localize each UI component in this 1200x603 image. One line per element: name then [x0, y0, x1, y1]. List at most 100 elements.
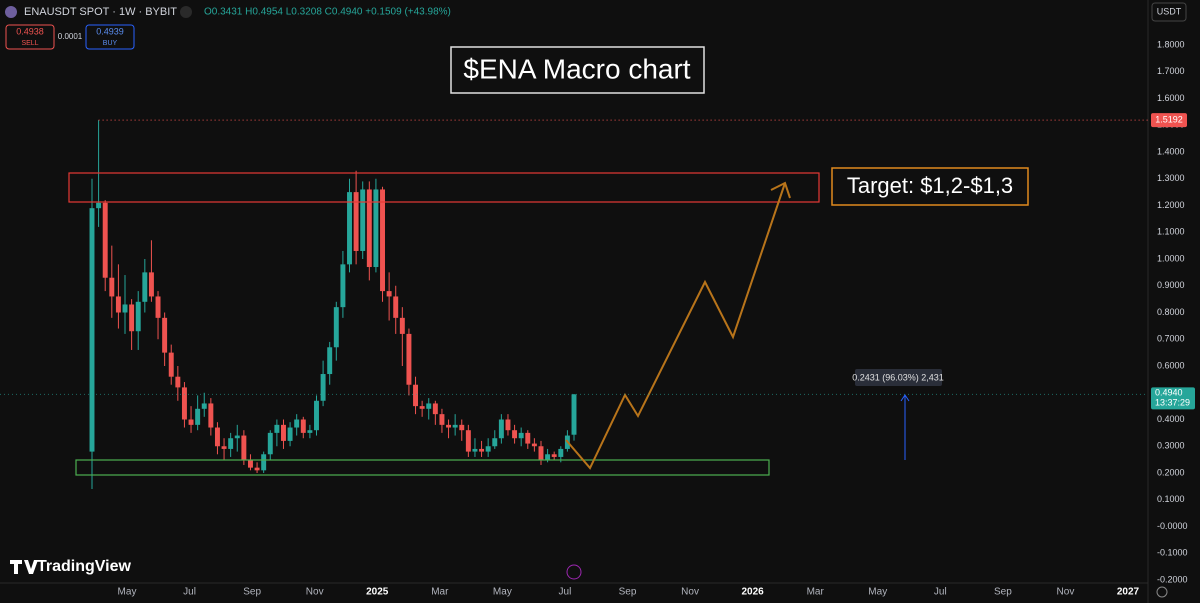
y-tick-label: 1.6000	[1157, 93, 1185, 103]
chart-title: $ENA Macro chart	[463, 53, 690, 84]
candle-body	[419, 406, 425, 409]
support-zone	[75, 459, 770, 476]
currency[interactable]: USDT	[1157, 6, 1182, 16]
x-tick-label: Sep	[994, 587, 1012, 598]
candle-body	[393, 296, 399, 318]
target-zone	[68, 172, 820, 203]
buy-label[interactable]: BUY	[103, 40, 118, 47]
measure-label: 0.2431 (96.03%) 2,431	[852, 372, 944, 382]
currency-button[interactable]	[1151, 2, 1187, 22]
x-tick-label: Jul	[183, 587, 196, 598]
last-price-badge	[1151, 387, 1195, 410]
y-tick-label: 0.2000	[1157, 467, 1185, 477]
candle-body	[518, 432, 524, 439]
candle-body	[373, 189, 379, 268]
title-box	[450, 46, 705, 94]
candle-body	[360, 189, 366, 251]
candle-body	[347, 192, 352, 265]
candle-body	[525, 432, 531, 444]
candle-body	[333, 307, 339, 348]
y-tick-label: -0.0000	[1157, 521, 1188, 531]
y-tick-label: 1.8000	[1157, 39, 1185, 49]
y-tick-label: 0.1000	[1157, 494, 1185, 504]
candle-body	[221, 446, 227, 449]
sell-button[interactable]	[5, 24, 55, 50]
y-tick-label: 1.7000	[1157, 66, 1185, 76]
x-tick-label: Sep	[243, 587, 261, 598]
candle-body	[168, 352, 174, 377]
candle-body	[155, 296, 161, 318]
x-tick-label: May	[118, 587, 137, 598]
candle-body	[281, 424, 286, 441]
candle-body	[531, 443, 537, 447]
candle-body	[459, 424, 465, 431]
high-badge	[1151, 113, 1187, 128]
candle-body	[439, 414, 445, 425]
candle-body	[512, 430, 518, 439]
candle-body	[188, 419, 194, 425]
events-icon[interactable]	[566, 564, 582, 580]
settings-icon[interactable]	[1156, 586, 1168, 598]
x-tick-label: Nov	[306, 587, 324, 598]
candle-body	[135, 301, 141, 332]
projection-arrowhead	[770, 181, 791, 199]
y-tick-label: 1.2000	[1157, 200, 1185, 210]
candle-body	[214, 427, 220, 447]
candle-body	[307, 430, 313, 433]
ohlc: O0.3431 H0.4954 L0.3208 C0.4940 +0.1509 …	[204, 7, 451, 18]
sell-price[interactable]: 0.4938	[16, 26, 44, 36]
candle-body	[247, 459, 253, 468]
sell-label[interactable]: SELL	[21, 40, 38, 47]
candle-body	[558, 448, 564, 457]
candle-body	[181, 387, 187, 420]
candle-body	[267, 432, 273, 455]
y-tick-label: -0.2000	[1157, 574, 1188, 584]
candle-body	[228, 438, 234, 449]
candle-body	[102, 202, 108, 278]
candle-body	[479, 448, 485, 452]
candle-body	[254, 467, 260, 471]
candle-body	[142, 272, 148, 302]
symbol-icon	[5, 6, 17, 18]
status-icon	[180, 6, 192, 18]
candle-body	[314, 400, 319, 431]
target-box	[831, 167, 1029, 206]
candle-body	[406, 333, 412, 385]
candle-body	[274, 424, 280, 433]
x-tick-label: 2026	[742, 587, 765, 598]
candle-body	[261, 454, 267, 471]
candle-body	[234, 435, 240, 439]
measure-box	[855, 369, 942, 386]
x-tick-label: Jul	[559, 587, 572, 598]
y-tick-label: 1.3000	[1157, 173, 1185, 183]
candle-body	[115, 296, 121, 313]
buy-button[interactable]	[85, 24, 135, 50]
x-tick-label: Mar	[807, 587, 825, 598]
candle-body	[446, 424, 452, 428]
y-tick-label: 0.8000	[1157, 307, 1185, 317]
buy-price[interactable]: 0.4939	[96, 26, 124, 36]
candle-body	[353, 192, 359, 251]
target-label: Target: $1,2-$1,3	[847, 173, 1013, 198]
candle-body	[498, 419, 504, 439]
candle-body	[366, 189, 372, 268]
y-tick-label: 0.6000	[1157, 360, 1185, 370]
candle-body	[432, 403, 438, 415]
measure-arrowhead	[900, 394, 910, 402]
candle-body	[465, 430, 471, 452]
candle-body	[538, 446, 544, 460]
symbol: ENAUSDT SPOT · 1W · BYBIT	[24, 6, 177, 18]
candle-body	[320, 374, 326, 401]
candle-body	[162, 317, 168, 353]
x-tick-label: Jul	[934, 587, 947, 598]
candle-body	[109, 277, 115, 297]
y-tick-label: 0.9000	[1157, 280, 1185, 290]
candle-body	[505, 419, 511, 431]
x-tick-label: Nov	[681, 587, 699, 598]
y-tick-label: 0.4000	[1157, 414, 1185, 424]
last-price-label: 0.4940	[1155, 388, 1183, 398]
x-tick-label: May	[493, 587, 512, 598]
candle-body	[551, 454, 557, 457]
candle-body	[300, 419, 306, 433]
candle-body	[129, 304, 135, 332]
